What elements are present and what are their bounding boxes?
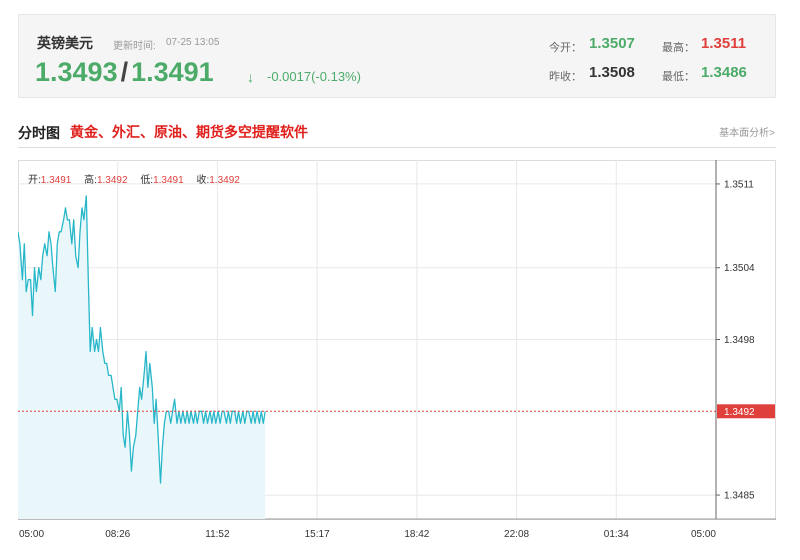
ohlc-high-label: 高: [84,175,97,186]
high-value: 1.3511 [701,35,747,52]
prev-close-value: 1.3508 [589,64,635,81]
instrument-name: 英镑美元 [37,35,93,51]
intraday-chart: 开:1.3491 高:1.3492 低:1.3491 收:1.3492 05:0… [17,160,776,560]
y-tick-label: 1.3504 [724,263,755,274]
ohlc-readout: 开:1.3491 高:1.3492 低:1.3491 收:1.3492 [28,171,250,186]
x-tick-label: 15:17 [305,529,330,540]
down-arrow-icon: ↓ [247,69,254,85]
low-value: 1.3486 [701,64,747,81]
fundamental-analysis-link[interactable]: 基本面分析> [719,128,775,139]
quote-panel: 英镑美元 更新时间: 07-25 13:05 1.3493/1.3491 ↓ -… [18,14,776,98]
ask-price: 1.3491 [131,57,214,87]
open-label: 今开： [549,42,582,54]
x-tick-label: 01:34 [604,529,629,540]
x-tick-label: 11:52 [205,529,230,540]
ohlc-low-value: 1.3491 [153,175,184,186]
chart-canvas[interactable]: 05:00 08:26 11:52 15:17 18:42 22:08 01:34 05:00… [17,160,776,560]
ohlc-open-value: 1.3491 [40,175,72,186]
current-price-label: 1.3492 [724,407,755,418]
open-value: 1.3507 [589,35,635,52]
y-tick-label: 1.3498 [724,335,755,346]
ohlc-close-label: 收: [196,175,210,186]
price-separator: / [120,57,129,87]
section-title: 分时图 [18,125,60,141]
y-tick-label: 1.3485 [724,491,755,502]
ohlc-high-value: 1.3492 [96,175,128,186]
section-divider [18,147,776,148]
x-tick-label: 18:42 [404,529,429,540]
update-time: 07-25 13:05 [166,37,220,48]
x-tick-label: 05:00 [19,529,44,540]
update-time-label: 更新时间: [113,41,156,52]
bid-price: 1.3493 [35,57,118,87]
prev-close-label: 昨收： [549,71,582,83]
low-label: 最低： [662,71,695,83]
price-pair: 1.3493/1.3491 [35,57,214,88]
ohlc-open-label: 开: [28,175,41,186]
x-tick-label: 05:00 [691,529,716,540]
high-label: 最高： [662,42,695,54]
y-tick-label: 1.3511 [724,179,754,190]
ohlc-low-label: 低: [140,175,154,186]
promo-link[interactable]: 黄金、外汇、原油、期货多空提醒软件 [70,124,308,140]
price-area [18,195,266,519]
x-tick-label: 22:08 [504,529,529,540]
ohlc-close-value: 1.3492 [209,175,240,186]
price-change: -0.0017(-0.13%) [267,69,361,84]
current-price-tag [717,404,775,419]
x-tick-label: 08:26 [105,529,130,540]
